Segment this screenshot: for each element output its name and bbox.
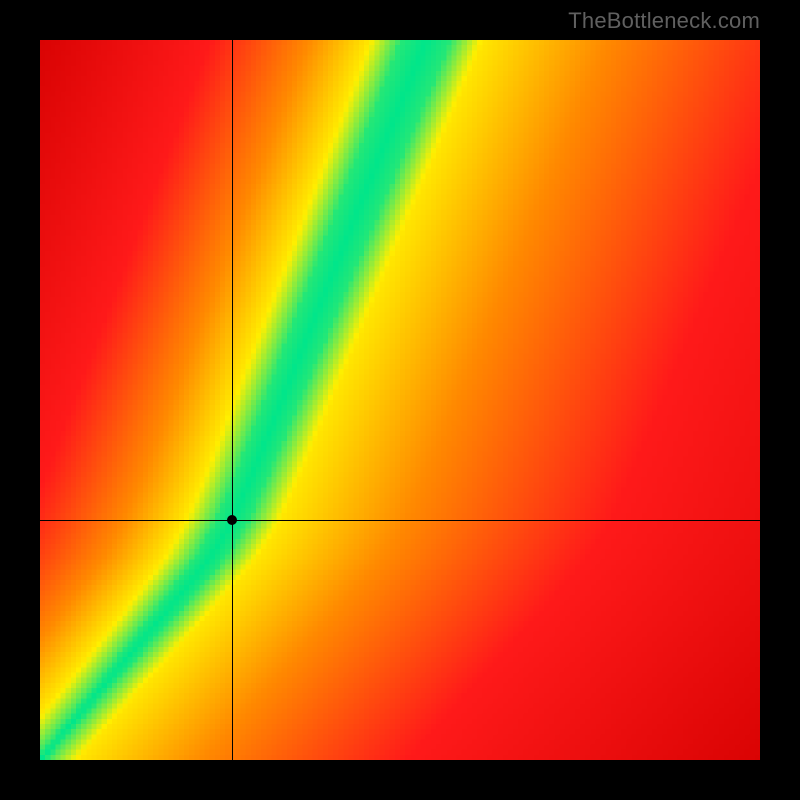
chart-container: TheBottleneck.com <box>0 0 800 800</box>
crosshair-vertical <box>232 40 233 760</box>
marker-point <box>227 515 237 525</box>
watermark-text: TheBottleneck.com <box>568 8 760 34</box>
crosshair-horizontal <box>40 520 760 521</box>
heatmap-canvas <box>40 40 760 760</box>
plot-area <box>40 40 760 760</box>
